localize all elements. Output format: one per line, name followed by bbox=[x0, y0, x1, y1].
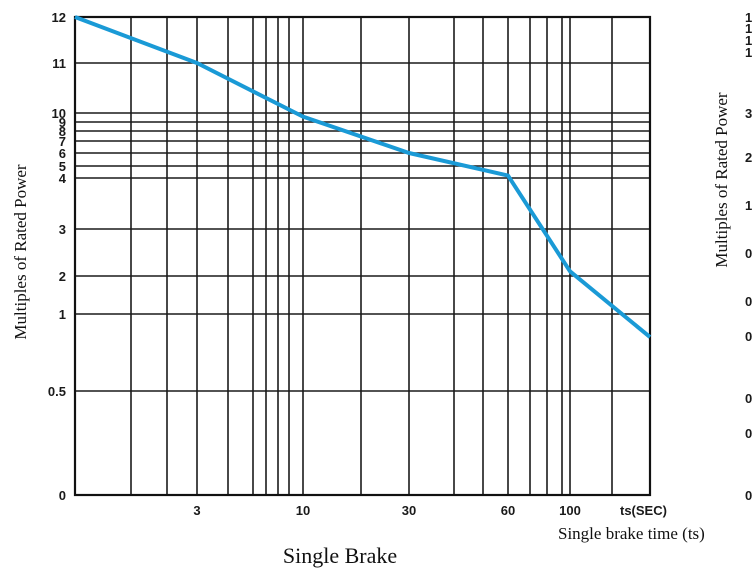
series-line bbox=[74, 15, 652, 339]
y-tick-label: 0 bbox=[59, 488, 66, 503]
second-chart-y-tick-label: 0 bbox=[745, 488, 752, 503]
second-chart-y-tick-label: 1 bbox=[745, 21, 752, 36]
second-chart-y-tick-label: 1 bbox=[745, 198, 752, 213]
x-tick-label: 30 bbox=[402, 503, 416, 518]
x-axis-label: Single brake time (ts) bbox=[558, 524, 705, 543]
second-chart-y-axis-label: Multiples of Rated Power bbox=[712, 92, 731, 268]
y-tick-label: 2 bbox=[59, 269, 66, 284]
chart-title: Single Brake bbox=[283, 543, 397, 568]
second-chart-y-tick-label: 1 bbox=[745, 33, 752, 48]
series-layer bbox=[74, 15, 652, 339]
second-chart-y-tick-label: 1 bbox=[745, 10, 752, 25]
y-tick-label: 3 bbox=[59, 222, 66, 237]
y-tick-label: 10 bbox=[52, 106, 66, 121]
x-tick-label: 100 bbox=[559, 503, 581, 518]
y-tick-label: 9 bbox=[59, 115, 66, 130]
y-tick-label: 6 bbox=[59, 146, 66, 161]
y-tick-label: 0.5 bbox=[48, 384, 66, 399]
y-tick-label: 8 bbox=[59, 124, 66, 139]
x-tick-label: 3 bbox=[193, 503, 200, 518]
y-axis-label: Multiples of Rated Power bbox=[11, 164, 30, 340]
y-tick-label: 1 bbox=[59, 307, 66, 322]
y-tick-label: 7 bbox=[59, 134, 66, 149]
second-chart-y-tick-label: 2 bbox=[745, 150, 752, 165]
x-tick-label: 10 bbox=[296, 503, 310, 518]
second-chart-y-tick-label: 0 bbox=[745, 246, 752, 261]
second-chart-y-tick-label: 0 bbox=[745, 294, 752, 309]
y-tick-label: 11 bbox=[52, 56, 66, 71]
x-tick-label: 60 bbox=[501, 503, 515, 518]
y-tick-label: 4 bbox=[59, 171, 67, 186]
second-chart-y-tick-label: 0 bbox=[745, 426, 752, 441]
x-tick-labels: 3 10 30 60 100 bbox=[193, 503, 580, 518]
grid-lines bbox=[75, 16, 650, 496]
second-chart-y-tick-label: 3 bbox=[745, 106, 752, 121]
x-unit-label: ts(SEC) bbox=[620, 503, 667, 518]
second-chart-y-tick-label: 0 bbox=[745, 329, 752, 344]
second-chart-y-tick-label: 1 bbox=[745, 45, 752, 60]
y-tick-label: 12 bbox=[52, 10, 66, 25]
second-chart-y-tick-label: 0 bbox=[745, 391, 752, 406]
plot-frame bbox=[73, 15, 652, 497]
y-tick-label: 5 bbox=[59, 159, 66, 174]
